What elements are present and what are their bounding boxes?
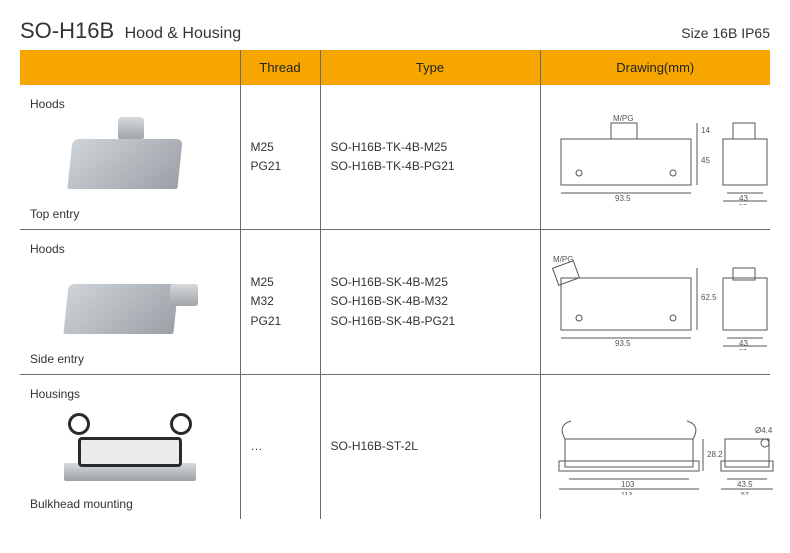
svg-text:M/PG: M/PG <box>553 255 573 264</box>
section-top: Housings <box>30 383 230 403</box>
product-thumb-hood-top <box>60 117 200 197</box>
svg-text:113: 113 <box>621 492 632 495</box>
spec-table: Thread Type Drawing(mm) Hoods Top entry <box>20 50 770 519</box>
thread-value: M25 <box>251 138 310 157</box>
thread-list: M25 PG21 <box>251 138 310 176</box>
section-bot: Bulkhead mounting <box>30 491 230 511</box>
svg-text:43: 43 <box>739 339 748 348</box>
svg-text:43: 43 <box>739 194 748 203</box>
thread-value: M32 <box>251 292 310 311</box>
type-value: SO-H16B-TK-4B-M25 <box>331 138 530 157</box>
type-value: SO-H16B-SK-4B-M25 <box>331 273 530 292</box>
svg-text:14: 14 <box>701 126 710 135</box>
page-code: SO-H16B <box>20 18 114 43</box>
section-bot: Top entry <box>30 201 230 221</box>
type-value: SO-H16B-TK-4B-PG21 <box>331 157 530 176</box>
svg-text:28.2: 28.2 <box>707 450 723 459</box>
thread-value: PG21 <box>251 312 310 331</box>
table-row: Hoods Top entry M25 PG21 SO-H16 <box>20 85 770 230</box>
table-row: Hoods Side entry M25 M32 PG21 <box>20 230 770 375</box>
svg-text:M/PG: M/PG <box>613 114 633 123</box>
drawing-side-entry: M/PG 62.5 93.5 43 57 <box>551 254 781 350</box>
type-value: SO-H16B-SK-4B-PG21 <box>331 312 530 331</box>
table-row: Housings Bulkhead mounting … <box>20 375 770 520</box>
col-type: Type <box>320 50 540 85</box>
section-top: Hoods <box>30 238 230 258</box>
type-value: SO-H16B-ST-2L <box>331 437 530 456</box>
thread-value: M25 <box>251 273 310 292</box>
section-top: Hoods <box>30 93 230 113</box>
thread-list: M25 M32 PG21 <box>251 273 310 331</box>
svg-text:57: 57 <box>741 492 749 495</box>
thread-list: … <box>251 437 310 456</box>
section-bot: Side entry <box>30 346 230 366</box>
svg-text:62.5: 62.5 <box>701 293 717 302</box>
svg-text:93.5: 93.5 <box>615 194 631 203</box>
drawing-bulkhead: 28.2 103 113 Ø4.4 43.5 57 <box>551 399 781 495</box>
svg-text:43.5: 43.5 <box>737 480 753 489</box>
type-list: SO-H16B-SK-4B-M25 SO-H16B-SK-4B-M32 SO-H… <box>331 273 530 331</box>
type-list: SO-H16B-ST-2L <box>331 437 530 456</box>
product-thumb-housing <box>60 407 200 487</box>
svg-text:103: 103 <box>621 480 635 489</box>
svg-text:93.5: 93.5 <box>615 339 631 348</box>
col-drawing: Drawing(mm) <box>540 50 770 85</box>
type-value: SO-H16B-SK-4B-M32 <box>331 292 530 311</box>
svg-text:Ø4.4: Ø4.4 <box>755 426 773 435</box>
col-image <box>20 50 240 85</box>
svg-text:57: 57 <box>739 204 747 205</box>
page-subtitle: Hood & Housing <box>125 25 242 42</box>
type-list: SO-H16B-TK-4B-M25 SO-H16B-TK-4B-PG21 <box>331 138 530 176</box>
product-thumb-hood-side <box>60 262 200 342</box>
col-thread: Thread <box>240 50 320 85</box>
thread-value: PG21 <box>251 157 310 176</box>
thread-value: … <box>251 437 310 456</box>
svg-text:45: 45 <box>701 156 710 165</box>
drawing-top-entry: M/PG 14 45 93.5 43 57 <box>551 109 781 205</box>
size-label: Size 16B IP65 <box>681 25 770 41</box>
svg-text:57: 57 <box>739 349 747 350</box>
title-row: SO-H16B Hood & Housing Size 16B IP65 <box>20 18 770 50</box>
